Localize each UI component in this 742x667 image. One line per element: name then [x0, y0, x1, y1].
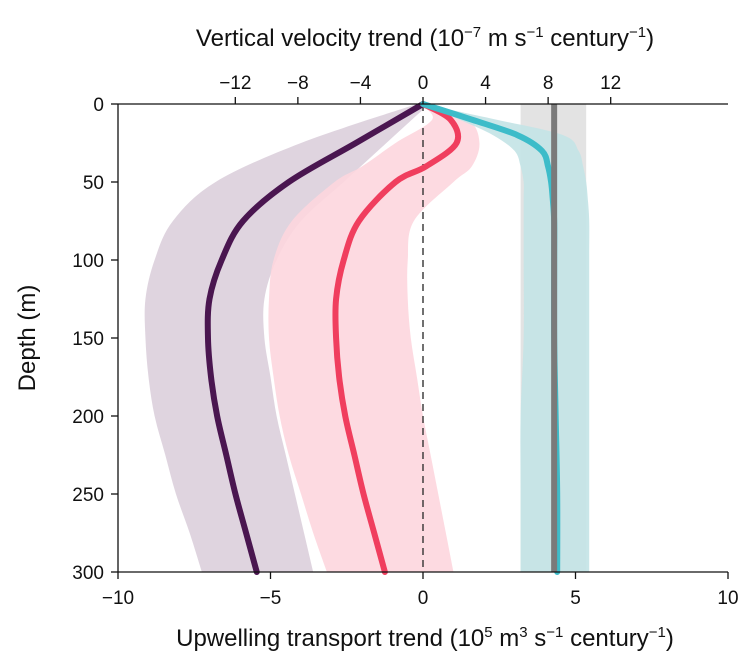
series-0-band: [144, 104, 430, 572]
top-tick-label: 4: [480, 73, 491, 94]
bottom-axis-title: Upwelling transport trend (105 m3 s−1 ce…: [176, 624, 674, 652]
bottom-axis-title-part: m: [493, 625, 520, 652]
top-tick-label: −12: [219, 73, 251, 94]
uncertainty-bands: [144, 104, 590, 572]
bottom-axis-title-part: −1: [649, 624, 666, 641]
top-axis-title-part: m s: [481, 25, 526, 52]
axes: [111, 97, 729, 579]
bottom-tick-label: 10: [717, 588, 738, 609]
top-tick-label: 0: [418, 73, 429, 94]
top-tick-label: −4: [350, 73, 372, 94]
bottom-axis-title-part: Upwelling transport trend (10: [176, 625, 484, 652]
top-tick-label: 12: [600, 73, 621, 94]
bottom-tick-label: −5: [260, 588, 282, 609]
tick-labels: −10 −5 0 5 10 −12 −8 −4 0 4 8 12 0 50 100 150 200 250 300: [72, 73, 738, 609]
series-lines: [204, 101, 561, 575]
series-1-line: [332, 101, 462, 575]
top-tick-label: −8: [287, 73, 309, 94]
bottom-axis-title-part: s: [528, 625, 547, 652]
top-axis-title: Vertical velocity trend (10−7 m s−1 cent…: [196, 24, 654, 52]
bottom-axis-title-part: −1: [546, 624, 563, 641]
bottom-axis-title-part: ): [666, 625, 674, 652]
series-2-band: [423, 104, 590, 572]
top-axis-title-part: century: [544, 25, 629, 52]
top-axis-title-part: ): [646, 25, 654, 52]
bottom-tick-label: 5: [570, 588, 581, 609]
series-0-line: [204, 101, 426, 575]
top-axis-title-part: −7: [464, 24, 481, 41]
y-tick-label: 0: [93, 95, 104, 116]
y-tick-label: 300: [72, 563, 104, 584]
top-axis-title-part: −1: [629, 24, 646, 41]
bottom-axis-title-part: century: [563, 625, 648, 652]
bottom-tick-label: 0: [418, 588, 429, 609]
y-tick-label: 250: [72, 485, 104, 506]
y-tick-label: 50: [83, 173, 104, 194]
top-axis-title-part: Vertical velocity trend (10: [196, 25, 464, 52]
series-1-band: [268, 104, 480, 572]
top-tick-label: 8: [543, 73, 554, 94]
y-axis-title: Depth (m): [14, 285, 41, 392]
axis-titles: Vertical velocity trend (10−7 m s−1 cent…: [14, 24, 674, 652]
y-tick-label: 200: [72, 407, 104, 428]
y-tick-label: 150: [72, 329, 104, 350]
bottom-axis-title-part: 3: [519, 624, 527, 641]
top-axis-title-part: −1: [526, 24, 543, 41]
bottom-tick-label: −10: [102, 588, 134, 609]
y-tick-label: 100: [72, 251, 104, 272]
bottom-axis-title-part: 5: [484, 624, 492, 641]
